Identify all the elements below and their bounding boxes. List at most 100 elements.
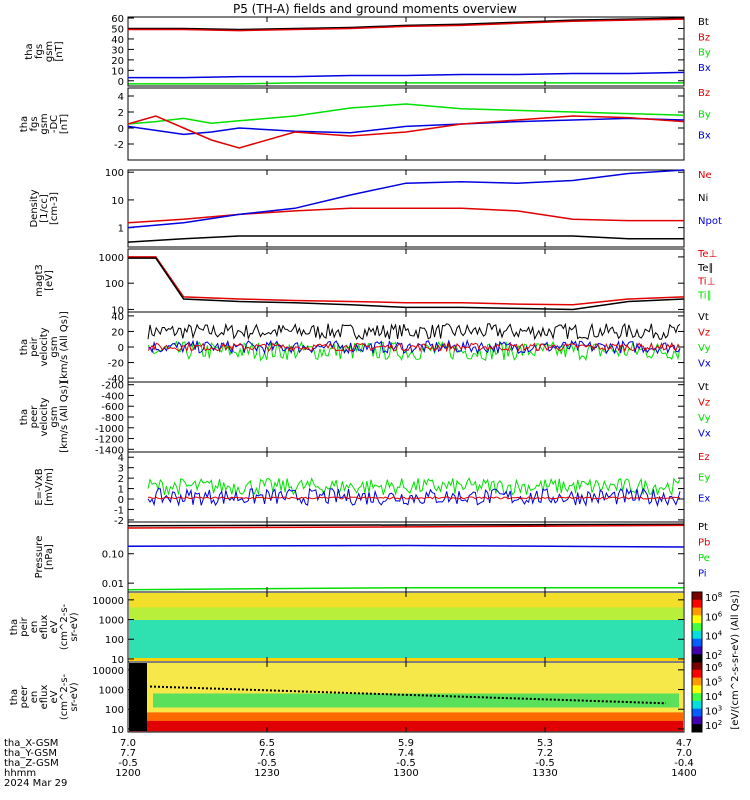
series-line-Ne: [127, 207, 684, 224]
y-axis-label-line: (cm^2-s-: [59, 603, 70, 650]
colorbar-segment: [692, 607, 702, 616]
y-tick-label: 0: [118, 495, 124, 506]
y-axis-label-line: [nPa]: [44, 544, 55, 570]
y-axis-label-line: gsm: [49, 406, 60, 427]
legend-entry: Ti⊥: [697, 277, 715, 288]
y-axis-label: tha peer velocity gsm [km/s (All Qs)]: [19, 381, 70, 453]
y-tick-label: -1000: [95, 424, 124, 435]
x-axis-value: 7.7: [120, 748, 136, 759]
colorbar-segment: [692, 693, 702, 702]
y-tick-label: -20: [108, 359, 124, 370]
y-tick-label: 10: [111, 725, 124, 736]
y-tick-label: -2: [114, 140, 124, 151]
y-tick-label: 10000: [92, 666, 124, 677]
colorbar-segment: [692, 662, 702, 671]
colorbar-segment: [692, 592, 702, 601]
y-axis-label-line: fgs: [29, 116, 40, 131]
panel-frame: [127, 381, 685, 453]
legend-entry: By: [698, 109, 711, 120]
spectrogram-band: [129, 712, 683, 721]
noise-trace: [147, 476, 681, 497]
legend-entry: Vy: [698, 343, 711, 354]
y-axis-label: Density [1/cc] [cm-3]: [29, 189, 60, 227]
y-tick-label: 3: [118, 464, 124, 475]
y-tick-label: 100: [105, 168, 124, 179]
y-axis-label-line: en: [29, 621, 40, 634]
y-tick-label: 0: [118, 77, 124, 88]
y-axis-label-line: [km/s (All Qs)]: [59, 311, 70, 383]
colorbar-segment: [692, 700, 702, 710]
y-tick-label: -200: [101, 381, 124, 392]
legend-entry: Pi: [698, 569, 707, 580]
spectrogram-band: [129, 607, 683, 620]
x-axis-value: 5.9: [398, 738, 414, 749]
colorbar-segment: [692, 654, 702, 663]
colorbar-segment: [692, 724, 702, 733]
spectrogram-gap: [129, 663, 147, 731]
y-axis-label: E=-VxB [mV/m]: [34, 468, 55, 506]
colorbar-segment: [692, 623, 702, 632]
series-line-By: [127, 103, 685, 125]
y-axis-label-line: eflux: [39, 615, 50, 640]
y-axis-label-line: velocity: [39, 397, 50, 436]
y-tick-label: 4: [118, 92, 124, 103]
y-axis-label-line: eflux: [39, 685, 50, 710]
tick-label: 103: [705, 705, 722, 718]
chart-title: P5 (TH-A) fields and ground moments over…: [233, 2, 517, 16]
colorbar-segment: [692, 669, 702, 679]
y-tick-label: 10: [111, 196, 124, 207]
legend-entry: Vz: [698, 398, 710, 409]
y-axis-label-line: peer: [29, 405, 40, 429]
y-axis-label-line: tha: [24, 43, 35, 59]
y-tick-label: 40: [111, 35, 124, 46]
legend-entry: Pt: [698, 522, 708, 533]
x-axis-value: -0.5: [535, 758, 555, 769]
y-tick-label: 10000: [92, 596, 124, 607]
noise-trace: [147, 339, 681, 355]
y-tick-label: -1200: [95, 435, 124, 446]
x-axis-value: 1200: [115, 768, 140, 779]
legend-entry: Vx: [698, 429, 711, 440]
x-axis-value: 1400: [671, 768, 696, 779]
x-axis-value: 7.0: [120, 738, 136, 749]
y-tick-label: 100: [105, 279, 124, 290]
y-tick-label: 2: [118, 474, 124, 485]
legend-entry: Ti∥: [697, 290, 712, 301]
y-tick-label: 0: [118, 343, 124, 354]
x-axis-value: -0.5: [118, 758, 138, 769]
y-axis-label: tha fgs gsm -DC [nT]: [19, 113, 70, 134]
series-line-Bx: [127, 117, 685, 136]
spectrogram-band: [129, 620, 683, 661]
y-tick-label: -600: [101, 402, 124, 413]
y-tick-label: 20: [111, 327, 124, 338]
legend-entry: Ez: [698, 452, 710, 463]
legend-entry: Te∥: [697, 263, 714, 274]
series-line-Ti∥: [128, 257, 685, 311]
y-tick-label: 2: [118, 108, 124, 119]
x-axis-value: 4.7: [676, 738, 692, 749]
y-tick-label: 10: [111, 66, 124, 77]
y-tick-label: 10: [111, 305, 124, 316]
tick-label: 102: [705, 719, 722, 732]
y-tick-label: -2: [114, 516, 124, 527]
legend-entry: Vz: [698, 328, 710, 339]
legend-entry: Bz: [698, 88, 710, 99]
y-tick-label: 1000: [99, 686, 124, 697]
series-line-Npot: [127, 169, 685, 229]
y-axis-label-line: gsm: [49, 336, 60, 357]
y-axis-label-line: peer: [19, 685, 30, 709]
legend-entry: Vy: [698, 413, 711, 424]
date-label: 2024 Mar 29: [4, 778, 67, 789]
y-axis-label-line: E=-VxB: [34, 468, 45, 505]
colorbar-segment: [692, 708, 702, 717]
y-axis-label: tha fgs gsm [nT]: [24, 41, 65, 62]
series-line-Bz: [127, 115, 685, 149]
colorbar-segment: [692, 638, 702, 647]
y-tick-label: -1: [114, 505, 124, 516]
y-tick-label: 20: [111, 56, 124, 67]
y-tick-label: -40: [108, 374, 124, 385]
y-axis-label-line: Density: [29, 189, 40, 227]
noise-trace: [148, 496, 681, 500]
y-axis-label-line: magt3: [34, 264, 45, 297]
